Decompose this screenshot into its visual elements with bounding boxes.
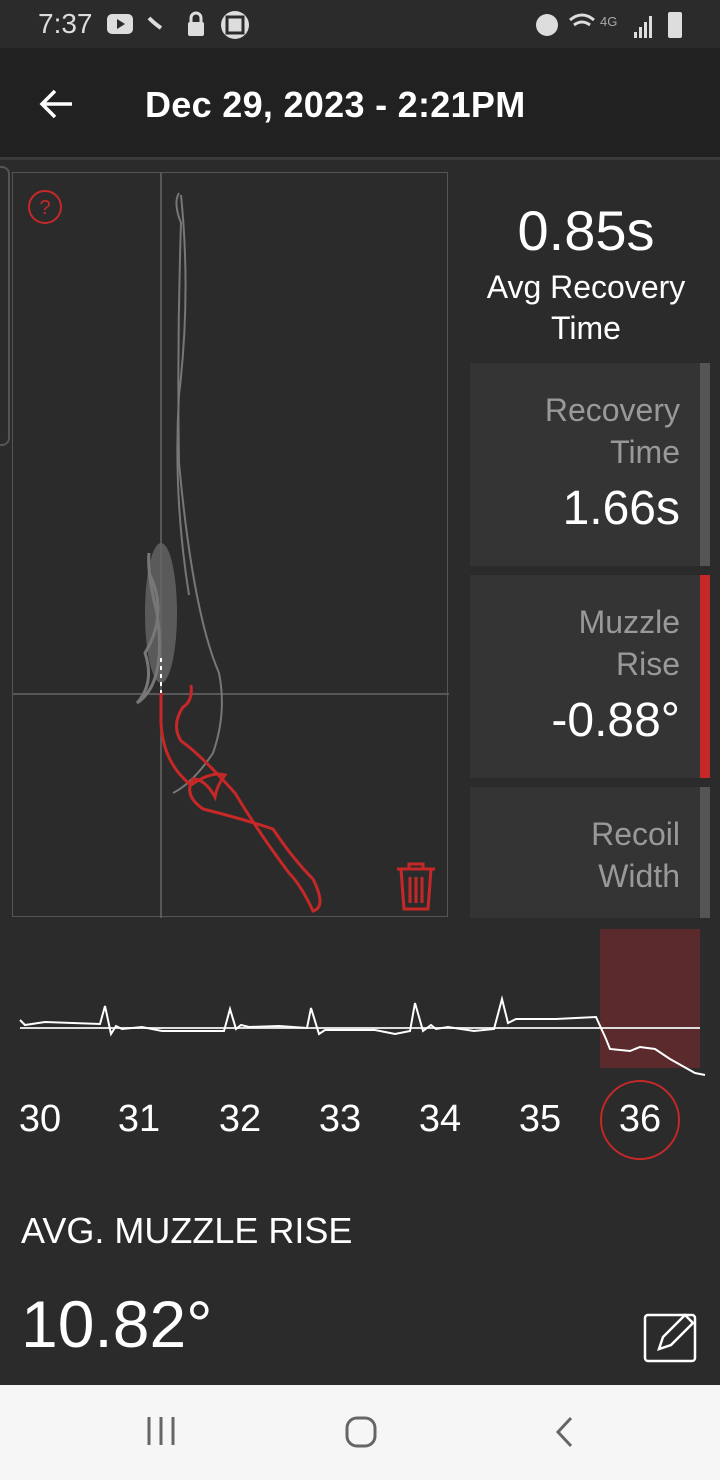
side-drawer-handle[interactable] — [0, 166, 10, 446]
card-value: 1.66s — [562, 482, 680, 535]
avg-muzzle-rise-value: 10.82° — [21, 1287, 213, 1361]
page-title: Dec 29, 2023 - 2:21PM — [145, 84, 526, 125]
shot-waveform[interactable] — [0, 920, 720, 1080]
status-left-icons — [107, 11, 249, 39]
status-time: 7:37 — [38, 8, 93, 39]
edit-icon[interactable] — [643, 1309, 699, 1363]
card-label: Muzzle Rise — [578, 604, 680, 682]
4g-lte-icon: 4G — [600, 14, 617, 29]
waveform-line — [19, 995, 706, 1076]
avg-muzzle-rise-label: AVG. MUZZLE RISE — [21, 1210, 353, 1251]
back-nav-icon[interactable] — [553, 1415, 575, 1449]
card-indicator-selected — [700, 575, 710, 778]
shot-number[interactable]: 34 — [418, 1098, 462, 1140]
recoil-trace-plot: ? — [12, 172, 449, 918]
selected-shot-ring — [600, 1080, 680, 1160]
card-indicator — [700, 787, 710, 918]
trash-icon[interactable] — [393, 861, 439, 911]
card-value: -0.88° — [551, 694, 680, 747]
card-label: Recoil Width — [591, 816, 680, 894]
system-nav-bar — [0, 1385, 720, 1480]
card-recoil-width[interactable]: Recoil Width — [470, 787, 710, 918]
shot-number[interactable]: 33 — [318, 1098, 362, 1140]
wifi-call-icon — [147, 16, 163, 30]
screenshot-icon — [221, 11, 249, 39]
avg-recovery-value: 0.85s — [517, 199, 655, 262]
signal-icon — [634, 16, 652, 38]
selected-shot-highlight — [600, 929, 700, 1068]
shot-number[interactable]: 35 — [518, 1098, 562, 1140]
shot-number[interactable]: 31 — [117, 1098, 161, 1140]
trace-svg — [13, 173, 449, 918]
card-label: Recovery Time — [544, 392, 680, 470]
wifi-icon — [569, 13, 595, 27]
recent-apps-icon[interactable] — [145, 1415, 177, 1447]
status-bar: 7:37 4G — [0, 0, 720, 48]
svg-text:?: ? — [39, 197, 50, 219]
battery-icon — [668, 12, 682, 38]
home-icon[interactable] — [344, 1415, 378, 1449]
card-recovery-time[interactable]: Recovery Time 1.66s — [470, 363, 710, 566]
help-icon[interactable]: ? — [27, 189, 63, 225]
shot-number-selected[interactable]: 36 — [618, 1098, 662, 1140]
card-indicator — [700, 363, 710, 566]
shot-number[interactable]: 30 — [18, 1098, 62, 1140]
current-shot-trace — [159, 684, 322, 913]
trace-cluster — [145, 543, 177, 683]
card-muzzle-rise[interactable]: Muzzle Rise -0.88° — [470, 575, 710, 778]
arrow-left-icon[interactable] — [38, 88, 74, 120]
avg-recovery-label: Avg Recovery Time — [486, 269, 686, 346]
avg-recovery-summary: 0.85s Avg Recovery Time — [470, 198, 702, 349]
previous-trace — [172, 192, 223, 794]
alarm-icon — [536, 14, 558, 36]
shot-number[interactable]: 32 — [218, 1098, 262, 1140]
header: Dec 29, 2023 - 2:21PM — [0, 48, 720, 160]
lock-icon — [188, 22, 204, 36]
status-right-icons: 4G — [536, 12, 682, 38]
